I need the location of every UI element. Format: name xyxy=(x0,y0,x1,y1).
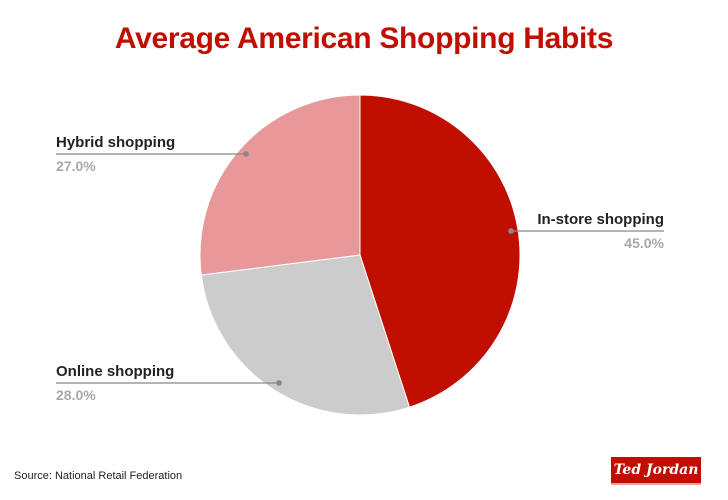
slice-label-instore: In-store shopping xyxy=(537,211,664,228)
pie-slice-hybrid-shopping xyxy=(199,94,361,276)
pie-slices xyxy=(199,94,521,416)
slice-value-online: 28.0% xyxy=(56,387,96,403)
brand-logo: Ted Jordan xyxy=(611,457,701,485)
source-note: Source: National Retail Federation xyxy=(14,470,183,482)
leader-lines xyxy=(56,151,664,386)
slice-value-instore: 45.0% xyxy=(624,235,664,251)
pie-slice-online-shopping xyxy=(200,254,411,416)
chart-title: Average American Shopping Habits xyxy=(114,22,614,55)
slice-value-hybrid: 27.0% xyxy=(56,158,96,174)
slice-label-hybrid: Hybrid shopping xyxy=(56,134,176,151)
slice-label-online: Online shopping xyxy=(56,363,175,380)
pie-slice-in-store-shopping xyxy=(359,94,521,408)
